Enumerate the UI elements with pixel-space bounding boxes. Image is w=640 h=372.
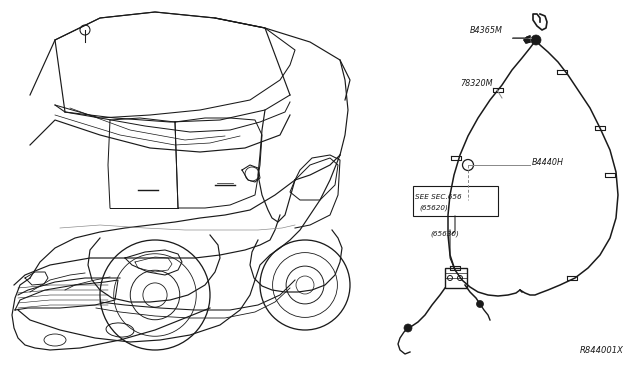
Text: 78320M: 78320M [460,79,493,88]
Text: R844001X: R844001X [580,346,624,355]
Polygon shape [524,36,530,43]
Text: B4440H: B4440H [532,157,564,167]
Circle shape [477,301,483,308]
Text: SEE SEC.656: SEE SEC.656 [415,194,461,200]
Text: (65620): (65620) [419,204,448,211]
Circle shape [531,35,541,45]
Bar [445,268,467,288]
Circle shape [404,324,412,332]
Text: B4365M: B4365M [470,26,503,35]
Text: (65630): (65630) [430,230,459,237]
Bar [413,186,498,216]
